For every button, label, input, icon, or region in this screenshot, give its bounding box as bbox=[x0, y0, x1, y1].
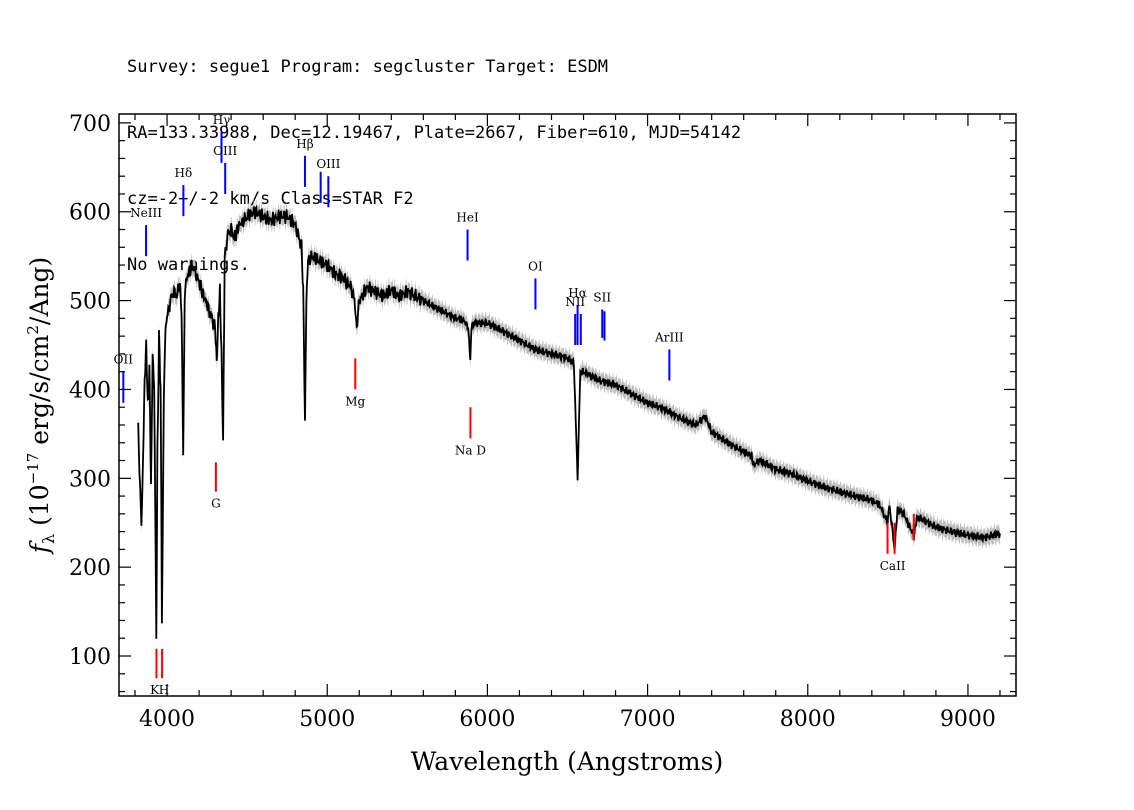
emission-line-label: OII bbox=[114, 353, 134, 367]
y-axis-title: fλ (10−17 erg/s/cm2/Ang) bbox=[24, 257, 58, 556]
x-axis-title: Wavelength (Angstroms) bbox=[411, 747, 723, 776]
absorption-line-label: G bbox=[211, 497, 221, 511]
y-tick-label: 500 bbox=[69, 290, 111, 315]
absorption-line-label: K bbox=[150, 683, 160, 697]
absorption-line-label: Na D bbox=[455, 443, 486, 457]
x-tick-label: 4000 bbox=[139, 707, 195, 732]
x-axis: 4000 5000 6000 7000 8000 9000 bbox=[134, 114, 1001, 732]
spectrum-line bbox=[137, 204, 1001, 639]
y-tick-label: 300 bbox=[69, 467, 111, 492]
spectrum-header: Survey: segue1 Program: segcluster Targe… bbox=[127, 12, 741, 298]
header-survey-line: Survey: segue1 Program: segcluster Targe… bbox=[127, 57, 609, 77]
emission-line-label: OIII bbox=[316, 157, 340, 171]
emission-line-label: Hα bbox=[568, 286, 587, 300]
header-coordinates-line: RA=133.33988, Dec=12.19467, Plate=2667, … bbox=[127, 123, 742, 143]
y-tick-label: 600 bbox=[69, 201, 111, 226]
x-tick-label: 8000 bbox=[780, 707, 836, 732]
absorption-line-label: H bbox=[159, 683, 169, 697]
emission-line-label: Hβ bbox=[296, 137, 313, 151]
emission-line-label: ArIII bbox=[654, 330, 684, 344]
y-axis: 100 200 300 400 500 600 700 bbox=[69, 112, 1016, 693]
absorption-line-label: CaII bbox=[880, 559, 906, 573]
y-tick-label: 100 bbox=[69, 645, 111, 670]
emission-line-label: Hδ bbox=[175, 166, 193, 180]
x-tick-label: 5000 bbox=[299, 707, 355, 732]
y-tick-label: 700 bbox=[69, 112, 111, 137]
emission-line-label: HeI bbox=[456, 211, 479, 225]
x-tick-label: 7000 bbox=[620, 707, 676, 732]
emission-line-label: SII bbox=[593, 290, 611, 304]
y-tick-label: 400 bbox=[69, 378, 111, 403]
emission-line-label: OI bbox=[528, 259, 543, 273]
x-tick-label: 6000 bbox=[459, 707, 515, 732]
error-band bbox=[138, 198, 1000, 647]
emission-line-label: NII bbox=[565, 295, 585, 309]
header-redshift-class-line: cz=-2+/-2 km/s Class=STAR F2 bbox=[127, 189, 414, 209]
plot-frame bbox=[118, 113, 1017, 697]
absorption-line-label: Mg bbox=[345, 394, 365, 408]
header-warnings-line: No warnings. bbox=[127, 255, 250, 275]
y-tick-label: 200 bbox=[69, 556, 111, 581]
emission-line-label: OIII bbox=[213, 144, 237, 158]
x-tick-label: 9000 bbox=[940, 707, 996, 732]
emission-line-label: Hγ bbox=[213, 113, 231, 127]
svg-text:fλ (10−17 erg/s/cm2/Ang): fλ (10−17 erg/s/cm2/Ang) bbox=[24, 257, 58, 556]
emission-line-label: NeIII bbox=[130, 206, 162, 220]
